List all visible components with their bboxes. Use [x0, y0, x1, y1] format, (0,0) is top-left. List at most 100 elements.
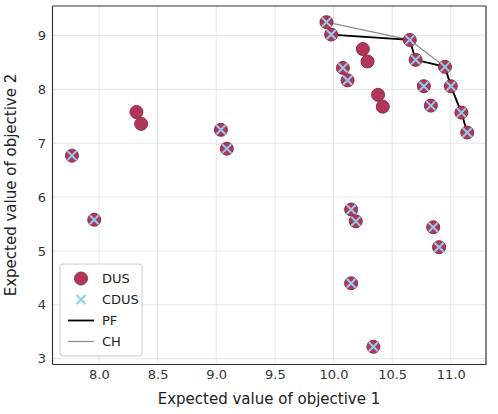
grid-line — [52, 358, 486, 359]
grid-line — [157, 6, 158, 364]
tick: 7 — [38, 136, 52, 151]
point — [457, 108, 466, 117]
point — [424, 99, 437, 112]
grid-line — [52, 197, 486, 198]
frame — [485, 6, 486, 364]
point — [65, 149, 78, 162]
tick-label: 9 — [38, 28, 46, 43]
point — [351, 217, 360, 226]
legend-label: CDUS — [102, 292, 139, 307]
point — [369, 342, 378, 351]
tick-label: 3 — [38, 351, 46, 366]
tick-label: 6 — [38, 190, 46, 205]
point — [88, 213, 101, 226]
grid-line — [450, 6, 451, 364]
legend-label: CH — [102, 334, 121, 349]
grid-line — [52, 143, 486, 144]
tick: 6 — [38, 190, 52, 205]
point — [130, 106, 143, 119]
legend: DUS CDUS PF CH — [60, 264, 142, 356]
point — [336, 61, 349, 74]
plot: 8.0 8.5 9.0 9.5 10.0 10.5 11.0 3 4 5 6 7 8 9 DUS CDUS PF… — [38, 6, 487, 382]
point — [455, 106, 468, 119]
tick: 4 — [38, 297, 52, 312]
point — [90, 215, 99, 224]
plot-background — [52, 6, 486, 364]
grid — [52, 6, 486, 364]
tick-label: 8.0 — [89, 367, 110, 382]
point — [320, 16, 333, 29]
tick: 9.0 — [206, 364, 227, 382]
point — [367, 340, 380, 353]
tick: 3 — [38, 351, 52, 366]
series-line — [326, 22, 467, 132]
point — [322, 18, 331, 27]
point — [446, 82, 455, 91]
point — [426, 101, 435, 110]
frame — [52, 5, 486, 6]
legend-symbol — [75, 272, 88, 285]
point — [361, 55, 374, 68]
point — [463, 128, 472, 137]
point — [214, 123, 227, 136]
point — [345, 277, 358, 290]
tick: 9.5 — [265, 364, 286, 382]
tick-label: 5 — [38, 244, 46, 259]
tick: 8 — [38, 82, 52, 97]
point — [325, 28, 338, 41]
point — [343, 76, 352, 85]
point — [338, 63, 347, 72]
point — [216, 125, 225, 134]
point — [429, 223, 438, 232]
point — [435, 243, 444, 252]
point — [417, 80, 430, 93]
grid-line — [52, 250, 486, 251]
tick: 11.0 — [437, 364, 466, 382]
point — [222, 144, 231, 153]
axis-line — [52, 7, 53, 365]
tick: 10.0 — [320, 364, 349, 382]
axis-line — [53, 364, 487, 365]
tick-label: 9.5 — [265, 367, 286, 382]
point — [409, 53, 422, 66]
tick-label: 4 — [38, 297, 46, 312]
point — [461, 126, 474, 139]
grid-line — [392, 6, 393, 364]
point — [345, 203, 358, 216]
point — [440, 62, 449, 71]
point — [427, 221, 440, 234]
grid-line — [52, 35, 486, 36]
point — [349, 215, 362, 228]
legend-label: DUS — [102, 271, 130, 286]
x-axis: 8.0 8.5 9.0 9.5 10.0 10.5 11.0 — [53, 364, 487, 382]
tick-label: 11.0 — [437, 367, 466, 382]
chart: 8.0 8.5 9.0 9.5 10.0 10.5 11.0 3 4 5 6 7 8 9 DUS CDUS PF… — [0, 0, 498, 414]
point — [347, 205, 356, 214]
point — [403, 33, 416, 46]
point — [438, 60, 451, 73]
point — [67, 151, 76, 160]
tick-label: 9.0 — [206, 367, 227, 382]
tick-label: 10.0 — [320, 367, 349, 382]
legend-symbol — [68, 320, 94, 322]
point — [341, 74, 354, 87]
legend-symbol — [68, 341, 94, 342]
tick: 8.0 — [89, 364, 110, 382]
tick-label: 8.5 — [148, 367, 169, 382]
tick-label: 10.5 — [378, 367, 407, 382]
point — [411, 55, 420, 64]
point — [220, 142, 233, 155]
point — [327, 30, 336, 39]
tick: 9 — [38, 28, 52, 43]
point — [419, 82, 428, 91]
tick: 10.5 — [378, 364, 407, 382]
point — [444, 80, 457, 93]
y-axis-title: Expected value of objective 2 — [2, 74, 20, 297]
legend-label: PF — [102, 313, 117, 328]
grid-line — [333, 6, 334, 364]
tick-label: 7 — [38, 136, 46, 151]
legend-symbol — [77, 295, 86, 304]
grid-line — [274, 6, 275, 364]
legend-box — [60, 264, 142, 356]
tick-label: 8 — [38, 82, 46, 97]
